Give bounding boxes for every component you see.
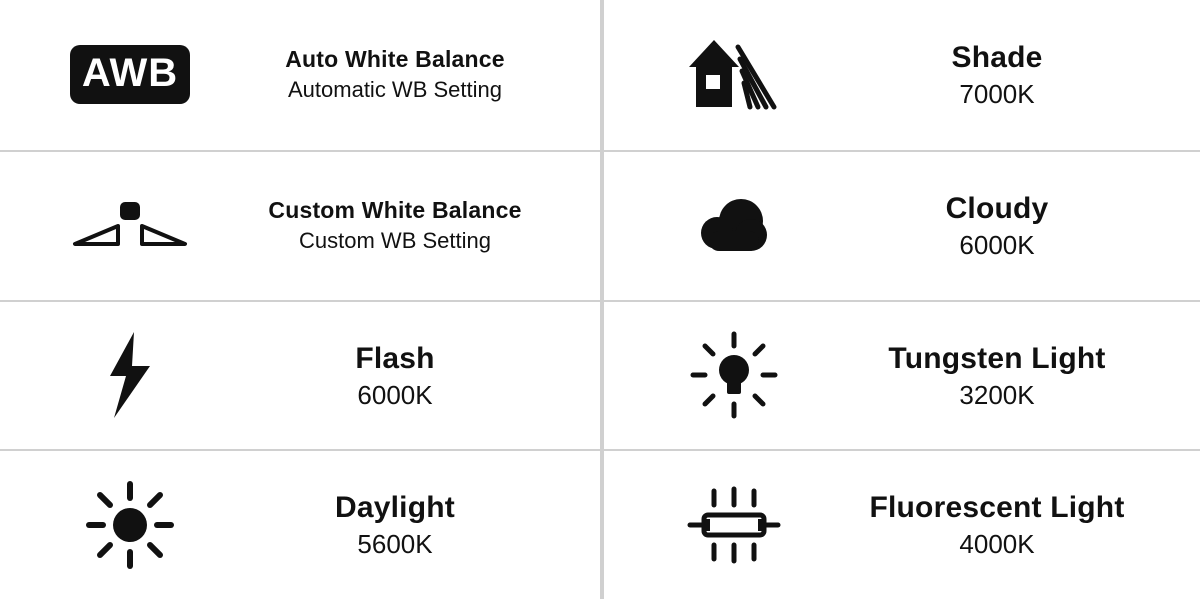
daylight-icon [40,480,220,570]
tungsten-title: Tungsten Light [888,342,1105,375]
tungsten-icon [644,330,824,420]
cloudy-icon [644,191,824,261]
daylight-title: Daylight [335,491,455,524]
cell-auto-wb: AWB Auto White Balance Automatic WB Sett… [0,0,600,150]
awb-text: AWB [82,51,178,95]
custom-wb-sub: Custom WB Setting [299,229,491,253]
awb-title: Auto White Balance [285,47,505,72]
shade-title: Shade [951,41,1042,74]
cell-shade: Shade 7000K [600,0,1200,150]
cell-daylight: Daylight 5600K [0,449,600,599]
cell-fluorescent: Fluorescent Light 4000K [600,449,1200,599]
cell-tungsten: Tungsten Light 3200K [600,300,1200,450]
shade-icon [644,35,824,115]
custom-wb-icon [40,196,220,256]
shade-sub: 7000K [959,80,1034,109]
cell-cloudy: Cloudy 6000K [600,150,1200,300]
cloudy-title: Cloudy [946,192,1049,225]
custom-wb-title: Custom White Balance [268,198,521,223]
wb-table: AWB Auto White Balance Automatic WB Sett… [0,0,1200,599]
cloudy-sub: 6000K [959,231,1034,260]
awb-sub: Automatic WB Setting [288,78,502,102]
cell-custom-wb: Custom White Balance Custom WB Setting [0,150,600,300]
flash-sub: 6000K [357,381,432,410]
flash-icon [40,330,220,420]
tungsten-sub: 3200K [959,381,1034,410]
fluorescent-title: Fluorescent Light [869,491,1124,524]
fluorescent-sub: 4000K [959,530,1034,559]
daylight-sub: 5600K [357,530,432,559]
flash-title: Flash [355,342,434,375]
cell-flash: Flash 6000K [0,300,600,450]
fluorescent-icon [644,485,824,565]
awb-icon: AWB [40,45,220,104]
